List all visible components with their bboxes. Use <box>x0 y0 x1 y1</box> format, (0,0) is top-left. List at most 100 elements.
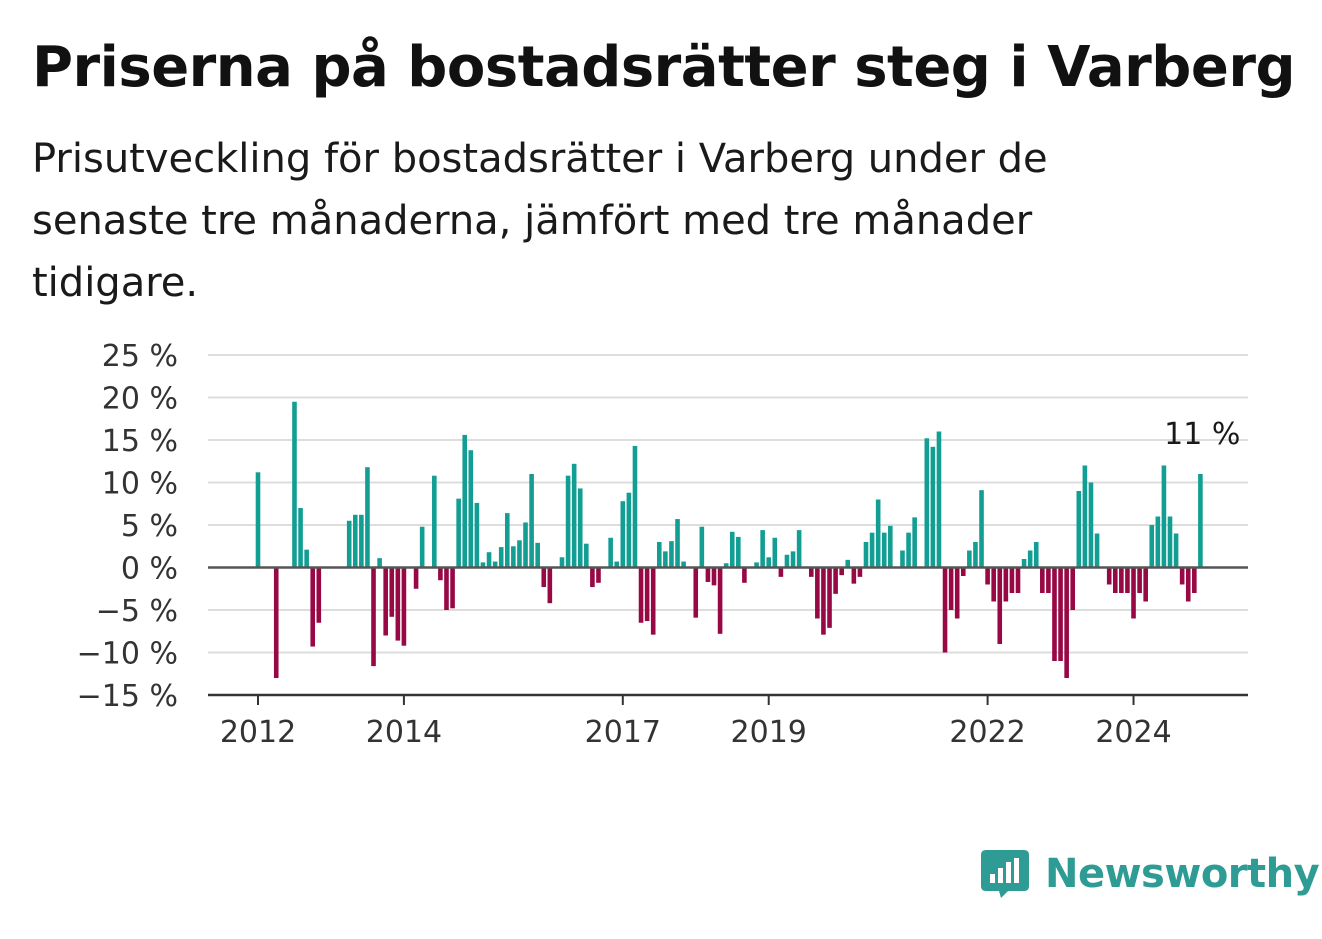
bar <box>273 567 279 678</box>
bar <box>456 498 461 568</box>
bar <box>772 537 778 568</box>
bar <box>577 488 583 568</box>
bar <box>517 540 522 568</box>
x-tick-label: 2022 <box>949 715 1025 750</box>
bar <box>1106 567 1112 585</box>
bar <box>845 559 851 568</box>
bar <box>590 567 595 588</box>
bar <box>1094 533 1100 568</box>
bar <box>869 532 875 568</box>
bar <box>432 475 437 568</box>
bar <box>985 567 990 585</box>
bar <box>967 550 972 568</box>
bar <box>377 558 382 568</box>
y-tick-label: −10 % <box>77 637 178 672</box>
bar <box>571 463 577 568</box>
bar <box>1021 559 1027 568</box>
bar <box>1155 516 1161 568</box>
bar <box>541 567 547 588</box>
bar <box>298 508 303 568</box>
bar <box>790 551 796 568</box>
bar <box>638 567 644 623</box>
bar <box>1058 567 1063 661</box>
bar <box>504 513 510 568</box>
y-tick-label: 10 % <box>102 467 178 502</box>
bar <box>954 567 960 619</box>
bar <box>1112 567 1118 593</box>
bar <box>766 557 772 568</box>
bar <box>1161 465 1167 568</box>
bar <box>511 546 516 568</box>
bar <box>559 557 565 568</box>
bar <box>632 445 638 568</box>
bar <box>857 567 863 577</box>
gridlines <box>208 354 1248 654</box>
bar <box>681 561 686 568</box>
bar <box>1198 474 1203 568</box>
y-tick-label: −5 % <box>96 594 178 629</box>
newsworthy-logo-icon <box>981 850 1029 898</box>
bar <box>644 567 650 622</box>
bar <box>650 567 656 635</box>
bar <box>1137 567 1142 593</box>
brand-logo: Newsworthy <box>981 850 1320 898</box>
bar <box>310 567 316 647</box>
bar <box>906 532 911 568</box>
bar <box>444 567 449 610</box>
bar <box>1003 567 1009 602</box>
bar <box>596 567 601 583</box>
bar-chart: 25 % 20 % 15 % 10 % 5 % 0 % −5 % −10 % −15 % 2012… <box>77 339 1248 750</box>
bar <box>1185 567 1191 602</box>
bar <box>1064 567 1069 678</box>
bar <box>936 431 942 568</box>
bar <box>486 552 492 568</box>
bar <box>523 522 528 568</box>
bar <box>997 567 1003 644</box>
axes: 25 % 20 % 15 % 10 % 5 % 0 % −5 % −10 % −15 % 2012… <box>77 339 1248 750</box>
bar <box>1119 567 1124 593</box>
bar <box>584 543 589 568</box>
bar <box>395 567 401 641</box>
bar <box>383 567 388 636</box>
bar <box>1009 567 1015 593</box>
bar <box>699 526 705 568</box>
bar <box>1088 482 1094 568</box>
bar <box>1143 567 1148 602</box>
bar <box>535 542 540 568</box>
y-tick-label: 0 % <box>121 552 178 587</box>
bar <box>1033 542 1039 568</box>
bar <box>474 502 480 568</box>
bar <box>942 567 948 653</box>
bar <box>462 434 468 568</box>
bar <box>565 475 571 568</box>
y-tick-label: 25 % <box>102 339 178 374</box>
bar <box>760 530 765 568</box>
bar <box>1167 516 1173 568</box>
bar <box>656 542 662 568</box>
bar <box>255 472 261 568</box>
bar <box>1125 567 1130 593</box>
bar <box>663 551 668 568</box>
bar <box>292 401 297 568</box>
bar <box>480 562 486 568</box>
bar <box>1070 567 1076 610</box>
bar <box>875 499 881 568</box>
bar <box>608 537 613 568</box>
bar <box>352 514 358 568</box>
bar <box>1192 567 1197 593</box>
bar <box>912 517 917 568</box>
bar <box>1027 550 1033 568</box>
bar <box>924 438 930 568</box>
bar <box>413 567 419 589</box>
bar <box>1015 567 1021 593</box>
bar <box>784 554 790 568</box>
bar <box>359 514 364 568</box>
bar <box>742 567 747 583</box>
bar <box>669 541 674 568</box>
bar <box>778 567 784 577</box>
bar <box>614 561 620 568</box>
bar <box>736 536 741 568</box>
bar <box>492 561 498 568</box>
bar <box>1046 567 1051 593</box>
bar <box>723 563 729 568</box>
